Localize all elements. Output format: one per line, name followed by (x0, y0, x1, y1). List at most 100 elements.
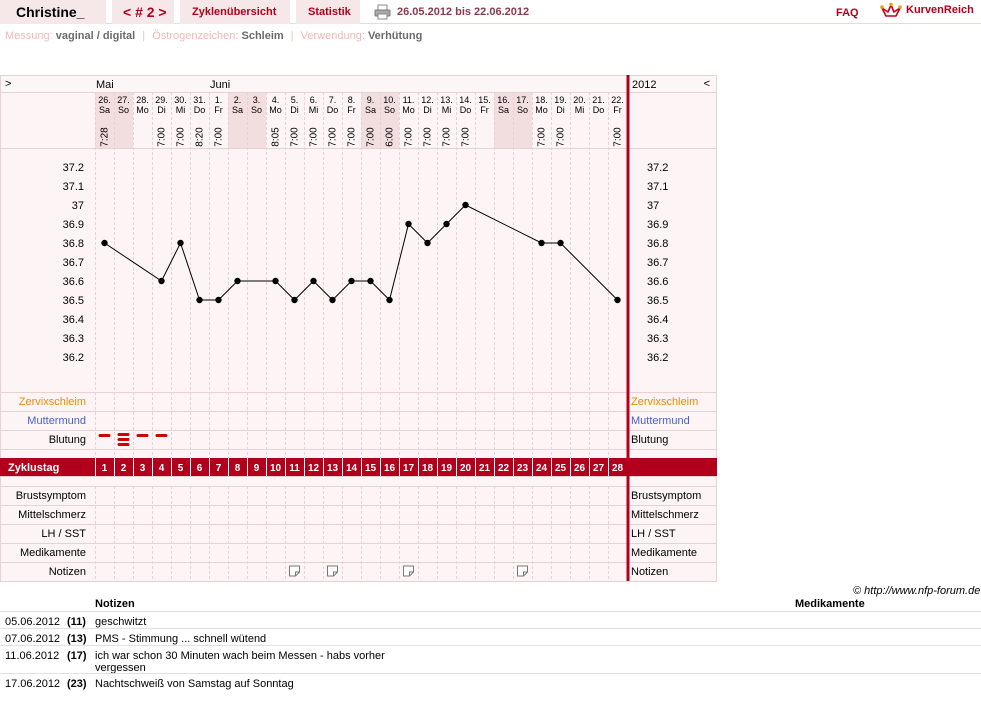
measure-time: 7:00 (328, 127, 339, 147)
day-date: 21. (592, 95, 605, 105)
cycle-day-number: 1 (102, 463, 108, 474)
y-tick-left: 36.7 (63, 257, 84, 269)
day-weekday: Mi (442, 105, 452, 115)
y-tick-right: 36.7 (647, 257, 668, 269)
note-text: ich war schon 30 Minuten wach beim Messe… (95, 650, 385, 674)
weekend-shade (247, 92, 266, 148)
estrogen-label: Östrogenzeichen: (152, 30, 239, 42)
note-icon-fold (295, 571, 300, 576)
temperature-point[interactable] (158, 277, 165, 285)
temperature-point[interactable] (329, 296, 336, 304)
day-weekday: Di (423, 105, 432, 115)
day-weekday: Do (460, 105, 472, 115)
y-tick-right: 37 (647, 200, 659, 212)
cycle-switcher[interactable]: < # 2 > (112, 0, 174, 24)
temperature-point[interactable] (291, 296, 298, 304)
day-date: 27. (117, 95, 130, 105)
user-name: Christine_ (0, 0, 106, 24)
temperature-point[interactable] (310, 277, 317, 285)
cycle-day-number: 21 (479, 463, 491, 474)
day-weekday: So (517, 105, 528, 115)
row-label-lh: LH / SST (41, 528, 86, 540)
day-date: 20. (573, 95, 586, 105)
prev-arrow[interactable]: > (5, 78, 11, 90)
cycle-day-number: 16 (384, 463, 396, 474)
temperature-point[interactable] (538, 239, 545, 247)
day-weekday: Mi (575, 105, 585, 115)
tab-cycle-overview[interactable]: Zyklenübersicht (180, 0, 290, 24)
row-label-zervix: Zervixschleim (19, 396, 86, 408)
chart-row-bg (0, 524, 717, 543)
y-tick-right: 36.8 (647, 238, 668, 250)
weekend-shade (95, 92, 114, 148)
day-weekday: Mo (136, 105, 149, 115)
chart-row-bg (0, 148, 717, 392)
day-date: 28. (136, 95, 149, 105)
day-date: 12. (421, 95, 434, 105)
bleeding-mark[interactable] (136, 434, 149, 437)
row-label-blutung: Blutung (49, 434, 86, 446)
next-arrow[interactable]: < (704, 78, 710, 90)
temperature-point[interactable] (234, 277, 241, 285)
temperature-point[interactable] (462, 201, 469, 209)
note-icon[interactable] (289, 565, 300, 577)
day-date: 1. (215, 95, 223, 105)
row-label-brust-right: Brustsymptom (631, 490, 701, 502)
bleeding-mark[interactable] (155, 434, 168, 437)
cycle-chart: > <2012 Mai Juni 26. Sa 7:28 27. So 28. Mo 29. Di 7:0… (0, 75, 717, 583)
temperature-point[interactable] (386, 296, 393, 304)
y-tick-right: 37.1 (647, 181, 668, 193)
printer-icon[interactable] (374, 4, 391, 20)
weekend-shade (114, 92, 133, 148)
temperature-point[interactable] (557, 239, 564, 247)
notes-header: Notizen (95, 598, 135, 610)
kurvenreich-logo[interactable]: KurvenReich (880, 2, 974, 20)
temperature-point[interactable] (424, 239, 431, 247)
y-tick-right: 37.2 (647, 162, 668, 174)
tab-statistics[interactable]: Statistik (296, 0, 360, 24)
day-date: 18. (535, 95, 548, 105)
y-tick-right: 36.5 (647, 295, 668, 307)
chart-row-bg (0, 505, 717, 524)
info-separator: | (290, 30, 294, 42)
day-weekday: Di (290, 105, 299, 115)
temperature-point[interactable] (215, 296, 222, 304)
note-icon[interactable] (327, 565, 338, 577)
measure-time: 7:00 (404, 127, 415, 147)
copyright: © http://www.nfp-forum.de (853, 585, 981, 597)
note-cycle-day: (13) (67, 633, 87, 645)
note-row: 11.06.2012 (17) ich war schon 30 Minuten… (0, 645, 981, 674)
bleeding-mark[interactable] (98, 434, 111, 437)
note-icon[interactable] (403, 565, 414, 577)
faq-link[interactable]: FAQ (836, 7, 859, 19)
measure-time: 7:00 (176, 127, 187, 147)
y-tick-right: 36.2 (647, 352, 668, 364)
note-icon-fold (333, 571, 338, 576)
temperature-point[interactable] (196, 296, 203, 304)
logo-text: KurvenReich (906, 4, 974, 16)
cycle-day-number: 26 (574, 463, 586, 474)
day-date: 17. (516, 95, 529, 105)
bleeding-mark[interactable] (117, 443, 130, 446)
temperature-point[interactable] (177, 239, 184, 247)
bleeding-mark[interactable] (117, 438, 130, 441)
temperature-point[interactable] (614, 296, 621, 304)
temperature-point[interactable] (272, 277, 279, 285)
day-date: 2. (234, 95, 242, 105)
bleeding-mark[interactable] (117, 433, 130, 436)
weekend-shade (228, 92, 247, 148)
day-date: 4. (272, 95, 280, 105)
day-weekday: Di (157, 105, 166, 115)
note-icon[interactable] (517, 565, 528, 577)
measure-time: 7:00 (290, 127, 301, 147)
temperature-point[interactable] (348, 277, 355, 285)
temperature-point[interactable] (405, 220, 412, 228)
day-weekday: Mi (309, 105, 319, 115)
cycle-day-number: 13 (327, 463, 339, 474)
temperature-point[interactable] (101, 239, 108, 247)
temperature-point[interactable] (367, 277, 374, 285)
cycle-day-number: 19 (441, 463, 453, 474)
chart-row-bg (0, 411, 717, 430)
day-date: 10. (383, 95, 396, 105)
temperature-point[interactable] (443, 220, 450, 228)
